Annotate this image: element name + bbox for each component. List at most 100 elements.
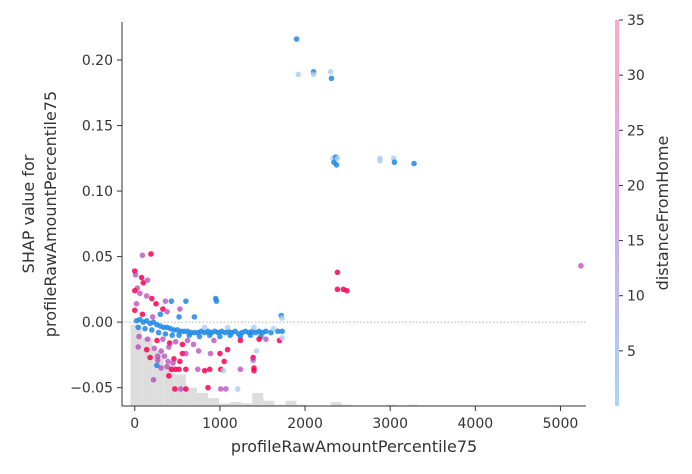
data-point xyxy=(205,384,211,391)
data-point xyxy=(183,298,189,304)
data-point xyxy=(217,350,223,357)
histogram-bar xyxy=(407,404,419,406)
data-point xyxy=(148,251,154,257)
data-point xyxy=(247,332,254,339)
data-point xyxy=(158,365,164,371)
data-point xyxy=(162,331,169,337)
data-point xyxy=(251,367,257,374)
data-point xyxy=(139,252,146,259)
data-point xyxy=(154,362,160,369)
data-point xyxy=(176,366,182,373)
data-point xyxy=(201,324,208,331)
data-point xyxy=(153,300,159,307)
x-tick-label: 4000 xyxy=(458,416,494,432)
data-point xyxy=(237,337,244,344)
data-point xyxy=(279,315,285,321)
data-point xyxy=(179,341,186,348)
colorbar-tick-label: 5 xyxy=(627,344,636,360)
data-point xyxy=(133,300,140,307)
y-tick-label: 0.00 xyxy=(82,315,113,331)
histogram-bar xyxy=(341,404,353,406)
histogram-bar xyxy=(330,402,342,406)
data-point xyxy=(334,155,341,162)
histogram-bar xyxy=(230,402,242,406)
histogram-bar xyxy=(252,392,264,406)
data-point xyxy=(169,332,176,339)
colorbar: 5 10 15 20 25 30 35 xyxy=(615,13,645,406)
data-point xyxy=(183,350,189,357)
x-axis-label: profileRawAmountPercentile75 xyxy=(231,437,477,456)
histogram-bar xyxy=(207,398,220,406)
data-point xyxy=(151,345,158,352)
data-point xyxy=(150,376,157,383)
data-point xyxy=(195,348,202,354)
data-point xyxy=(168,366,175,373)
data-point xyxy=(177,386,184,392)
data-point xyxy=(138,274,145,281)
data-point xyxy=(160,336,166,342)
data-point xyxy=(213,298,220,304)
data-point xyxy=(263,336,269,342)
data-point xyxy=(135,344,141,350)
data-point xyxy=(206,366,213,373)
scatter-points xyxy=(131,36,584,392)
data-point xyxy=(293,36,300,42)
data-point xyxy=(211,337,217,344)
x-tick-label: 2000 xyxy=(287,416,323,432)
data-point xyxy=(165,358,171,365)
data-point xyxy=(217,333,223,340)
colorbar-tick-label: 25 xyxy=(627,123,645,139)
histogram-bar xyxy=(385,404,397,406)
data-point xyxy=(224,346,231,353)
colorbar-label: distanceFromHome xyxy=(653,136,672,291)
data-point xyxy=(377,158,383,164)
x-tick-label: 3000 xyxy=(372,416,408,432)
histogram-bar xyxy=(285,400,297,406)
data-point xyxy=(148,295,155,302)
data-point xyxy=(220,367,227,374)
data-point xyxy=(221,358,227,365)
x-tick-label: 1000 xyxy=(202,416,238,432)
data-point xyxy=(164,363,170,370)
histogram-bar xyxy=(163,364,175,406)
data-point xyxy=(149,314,156,320)
data-point xyxy=(206,332,213,339)
data-point xyxy=(155,329,162,336)
data-point xyxy=(177,358,183,365)
data-point xyxy=(142,325,148,332)
data-point xyxy=(144,277,151,283)
data-point xyxy=(164,308,170,315)
data-point xyxy=(132,272,139,278)
data-point xyxy=(256,336,262,342)
data-point xyxy=(237,366,244,373)
histogram-bar xyxy=(130,324,142,406)
data-point xyxy=(391,159,398,166)
data-point xyxy=(328,75,335,82)
y-tick-label: 0.15 xyxy=(82,119,113,135)
data-point xyxy=(207,350,214,357)
data-point xyxy=(194,366,201,373)
data-point xyxy=(160,306,166,312)
data-point xyxy=(135,324,141,331)
axes: 0 1000 2000 3000 4000 5000 −0.05 0.00 0.05 0.10 0.… xyxy=(70,22,586,432)
data-point xyxy=(270,325,277,332)
data-point xyxy=(147,354,153,361)
data-point xyxy=(217,386,224,392)
data-point xyxy=(161,353,168,359)
colorbar-gradient xyxy=(615,20,619,406)
x-tick-label: 5000 xyxy=(543,416,579,432)
data-point xyxy=(190,341,197,348)
data-point xyxy=(295,71,302,78)
data-point xyxy=(172,338,179,345)
data-point xyxy=(251,324,257,331)
histogram-bar xyxy=(241,403,253,406)
data-point xyxy=(234,386,241,392)
histogram-bar xyxy=(263,400,275,406)
colorbar-tick-label: 10 xyxy=(627,289,645,305)
y-tick-label: 0.20 xyxy=(82,53,113,69)
data-point xyxy=(183,366,189,373)
data-point xyxy=(166,373,172,379)
colorbar-tick-label: 15 xyxy=(627,234,645,250)
histogram-bar xyxy=(185,387,197,406)
